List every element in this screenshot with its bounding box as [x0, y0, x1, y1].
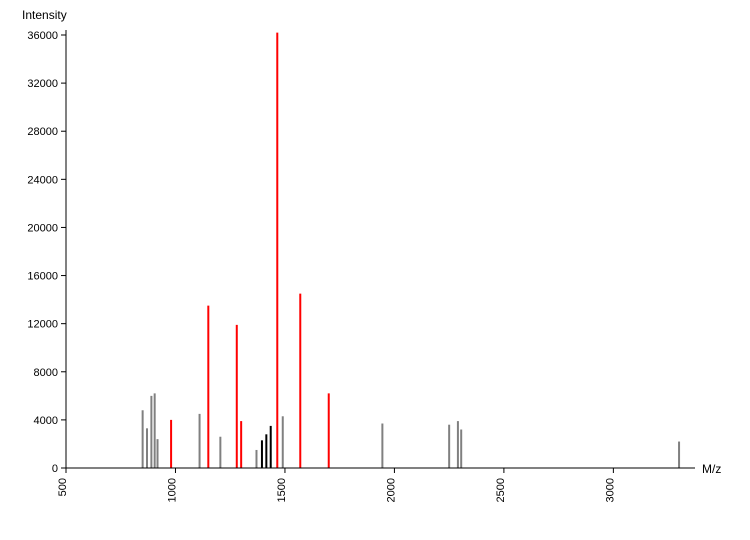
chart-svg: 0 4000 8000 12000 16000 20000 24000 28000 32000 3… [0, 0, 750, 540]
x-tick-label: 2000 [385, 478, 397, 502]
y-tick-label: 36000 [27, 30, 58, 42]
x-tick-label: 1500 [276, 478, 288, 502]
y-tick-label: 4000 [34, 415, 58, 427]
x-tick-label: 3000 [604, 478, 616, 502]
y-tick-label: 28000 [27, 126, 58, 138]
x-tick-label: 500 [57, 478, 69, 496]
x-tick-label: 1000 [166, 478, 178, 502]
x-tick-label: 2500 [495, 478, 507, 502]
y-axis-label: Intensity [22, 8, 67, 22]
x-axis-label: M/z [702, 462, 721, 476]
y-tick-label: 12000 [27, 319, 58, 331]
y-tick-label: 16000 [27, 271, 58, 283]
mass-spectrum-chart: 0 4000 8000 12000 16000 20000 24000 28000 32000 3… [0, 0, 750, 540]
y-tick-label: 8000 [34, 367, 58, 379]
y-tick-label: 0 [52, 463, 58, 475]
y-tick-label: 20000 [27, 222, 58, 234]
y-tick-label: 24000 [27, 174, 58, 186]
y-tick-label: 32000 [27, 78, 58, 90]
